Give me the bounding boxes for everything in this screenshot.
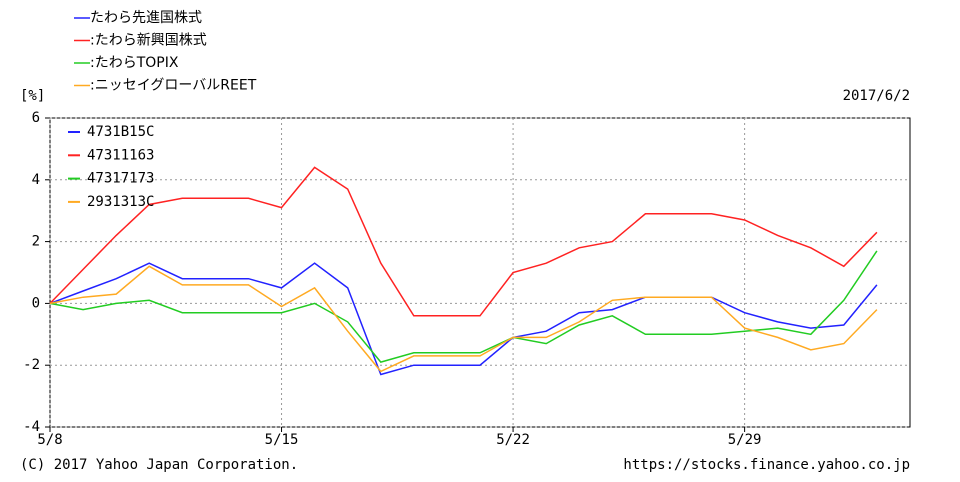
series-line (49, 250, 878, 363)
y-tick-label: -2 (23, 357, 40, 373)
x-tick-label: 5/29 (728, 432, 762, 448)
x-tick-label: 5/15 (265, 432, 299, 448)
series-line (49, 265, 878, 373)
fund-legend-label: :たわらTOPIX (90, 55, 179, 71)
y-tick-label: 0 (32, 295, 40, 311)
y-tick-label: -4 (23, 419, 40, 435)
series-line (49, 166, 878, 317)
fund-legend-label: たわら先進国株式 (90, 10, 202, 26)
chart-date: 2017/6/2 (843, 88, 910, 104)
y-tick-label: 4 (32, 172, 40, 188)
y-tick-label: 2 (32, 234, 40, 250)
x-tick-label: 5/8 (37, 432, 62, 448)
y-tick-label: 6 (32, 110, 40, 126)
legend-label: 2931313C (87, 194, 154, 210)
fund-legend-label: :ニッセイグローバルREET (90, 78, 257, 94)
series-line (49, 262, 878, 376)
source-url: https://stocks.finance.yahoo.co.jp (623, 457, 910, 473)
y-axis-label: [%] (20, 88, 45, 104)
legend-label: 47317173 (87, 171, 154, 187)
plot-area (49, 117, 911, 428)
fund-legend-label: :たわら新興国株式 (90, 33, 207, 49)
copyright: (C) 2017 Yahoo Japan Corporation. (20, 457, 298, 473)
legend-label: 4731B15C (87, 124, 154, 140)
x-tick-label: 5/22 (496, 432, 530, 448)
legend-label: 47311163 (87, 147, 154, 163)
